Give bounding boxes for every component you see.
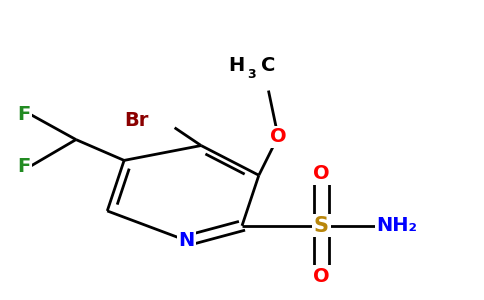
Text: F: F <box>17 105 30 124</box>
Text: F: F <box>17 157 30 176</box>
Text: 3: 3 <box>247 68 256 81</box>
Text: O: O <box>270 127 287 146</box>
Text: Br: Br <box>124 111 148 130</box>
Text: O: O <box>313 164 330 183</box>
Text: S: S <box>314 216 329 236</box>
Text: O: O <box>313 267 330 286</box>
Text: N: N <box>179 231 195 250</box>
Text: NH₂: NH₂ <box>377 216 418 235</box>
Text: C: C <box>261 56 275 75</box>
Text: H: H <box>228 56 244 75</box>
